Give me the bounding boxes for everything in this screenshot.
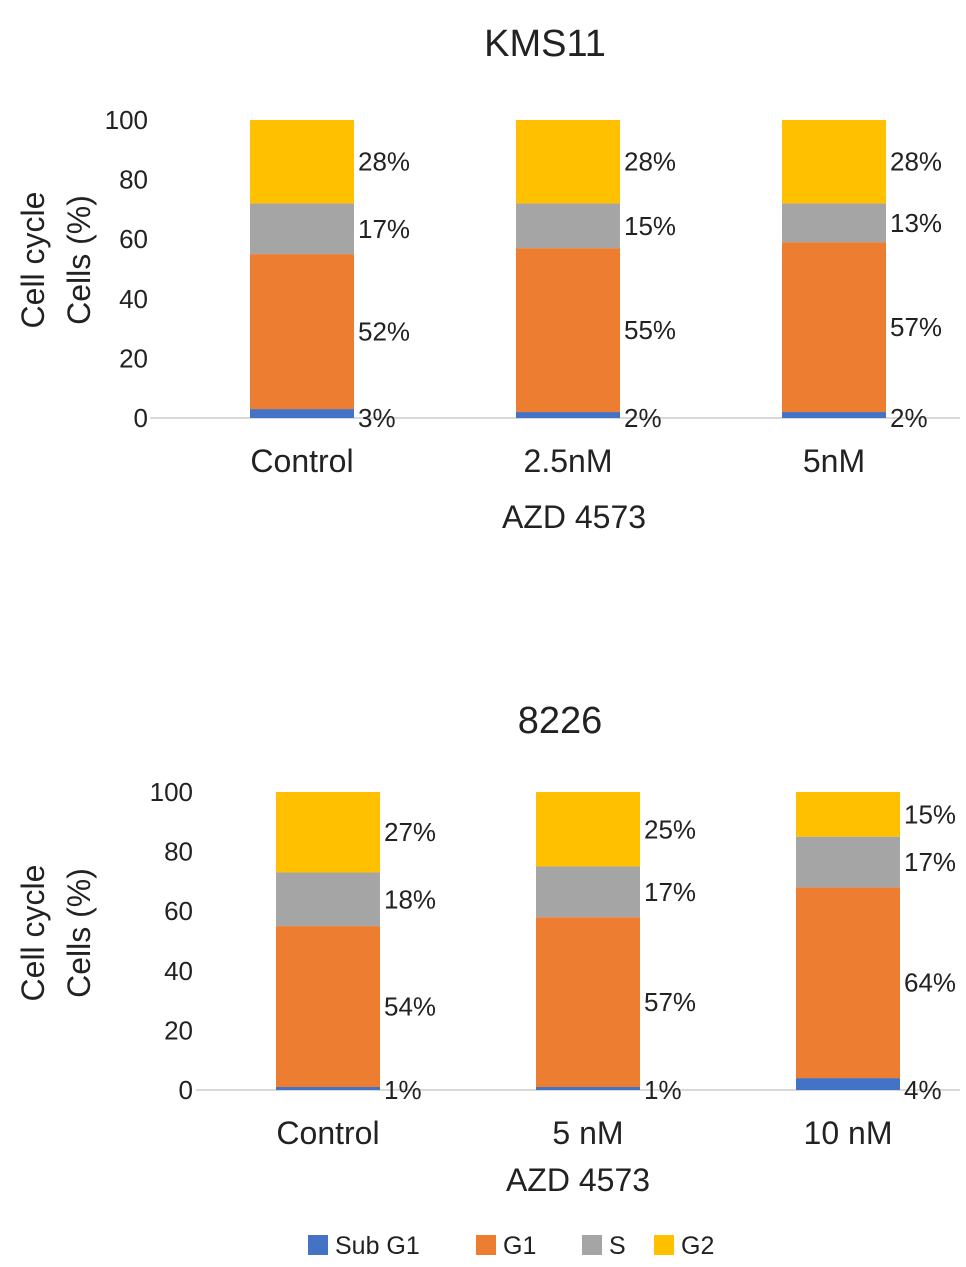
bar-segment-sub-g1 <box>536 1087 640 1090</box>
bar-segment-s <box>782 203 886 243</box>
y-axis-label: Cell cycle <box>15 865 51 1002</box>
legend: Sub G1 G1 S G2 <box>308 1232 714 1260</box>
data-label: 28% <box>358 147 410 177</box>
y-tick-label: 100 <box>150 777 193 807</box>
data-label: 17% <box>904 847 956 877</box>
bar-segment-sub-g1 <box>276 1087 380 1090</box>
bar-segment-g1 <box>516 248 620 413</box>
bar-segment-g2 <box>782 120 886 204</box>
legend-swatch <box>582 1235 602 1255</box>
x-tick-label: 5nM <box>803 443 865 479</box>
data-label: 54% <box>384 992 436 1022</box>
legend-swatch <box>654 1235 674 1255</box>
x-tick-label: 5 nM <box>552 1115 623 1151</box>
bar-segment-sub-g1 <box>782 412 886 418</box>
data-label: 1% <box>644 1075 682 1105</box>
data-label: 15% <box>904 799 956 829</box>
chart-title: KMS11 <box>484 23 606 65</box>
data-label: 13% <box>890 208 942 238</box>
y-tick-label: 20 <box>164 1015 193 1045</box>
data-label: 27% <box>384 817 436 847</box>
bar-segment-s <box>536 866 640 918</box>
bar-segment-s <box>276 872 380 927</box>
legend-swatch <box>476 1235 496 1255</box>
bar-segment-g1 <box>796 887 900 1079</box>
bar-segment-g2 <box>516 120 620 204</box>
bar-segment-g2 <box>250 120 354 204</box>
bar-segment-s <box>796 836 900 888</box>
data-label: 52% <box>358 317 410 347</box>
chart-kms11: KMS11 Cell cycle Cells (%) 0 20 40 60 80 100 3% 52… <box>15 23 960 535</box>
bar-segment-g1 <box>536 917 640 1088</box>
y-axis-label: Cells (%) <box>61 195 97 325</box>
data-label: 64% <box>904 968 956 998</box>
bar-segment-s <box>516 203 620 249</box>
bar-segment-g2 <box>796 792 900 837</box>
x-axis-label: AZD 4573 <box>506 1162 650 1198</box>
x-tick-label: Control <box>276 1115 379 1151</box>
data-label: 3% <box>358 403 396 433</box>
bar-segment-sub-g1 <box>250 409 354 418</box>
data-label: 28% <box>624 147 676 177</box>
y-tick-label: 80 <box>164 837 193 867</box>
bar-segment-s <box>250 203 354 255</box>
y-tick-label: 80 <box>119 165 148 195</box>
data-label: 1% <box>384 1075 422 1105</box>
data-label: 4% <box>904 1075 942 1105</box>
data-label: 28% <box>890 147 942 177</box>
bar-segment-g1 <box>782 242 886 413</box>
data-label: 55% <box>624 315 676 345</box>
bar-segment-g2 <box>536 792 640 867</box>
legend-label: G2 <box>681 1232 714 1260</box>
bar-segment-sub-g1 <box>796 1078 900 1090</box>
legend-label: G1 <box>503 1232 536 1260</box>
legend-label: Sub G1 <box>335 1232 420 1260</box>
y-tick-label: 0 <box>134 403 148 433</box>
x-tick-label: 10 nM <box>804 1115 893 1151</box>
chart-8226: 8226 Cell cycle Cells (%) 0 20 40 60 80 100 1% 54%… <box>15 700 960 1198</box>
legend-swatch <box>308 1235 328 1255</box>
data-label: 57% <box>890 312 942 342</box>
y-tick-label: 60 <box>119 224 148 254</box>
data-label: 18% <box>384 884 436 914</box>
y-tick-label: 0 <box>179 1075 193 1105</box>
bar-segment-g2 <box>276 792 380 873</box>
bar-segment-g1 <box>276 926 380 1088</box>
x-tick-label: 2.5nM <box>524 443 613 479</box>
y-axis-label: Cells (%) <box>61 868 97 998</box>
data-label: 15% <box>624 211 676 241</box>
data-label: 57% <box>644 987 696 1017</box>
y-tick-label: 40 <box>164 956 193 986</box>
y-tick-label: 40 <box>119 284 148 314</box>
chart-title: 8226 <box>518 700 603 742</box>
x-tick-label: Control <box>250 443 353 479</box>
y-tick-label: 100 <box>105 105 148 135</box>
data-label: 2% <box>890 403 928 433</box>
x-axis-label: AZD 4573 <box>502 499 646 535</box>
y-axis-label: Cell cycle <box>15 192 51 329</box>
y-tick-label: 60 <box>164 896 193 926</box>
data-label: 17% <box>358 214 410 244</box>
data-label: 2% <box>624 403 662 433</box>
bar-segment-sub-g1 <box>516 412 620 418</box>
data-label: 25% <box>644 814 696 844</box>
legend-label: S <box>609 1232 626 1260</box>
y-tick-label: 20 <box>119 343 148 373</box>
data-label: 17% <box>644 877 696 907</box>
bar-segment-g1 <box>250 254 354 410</box>
